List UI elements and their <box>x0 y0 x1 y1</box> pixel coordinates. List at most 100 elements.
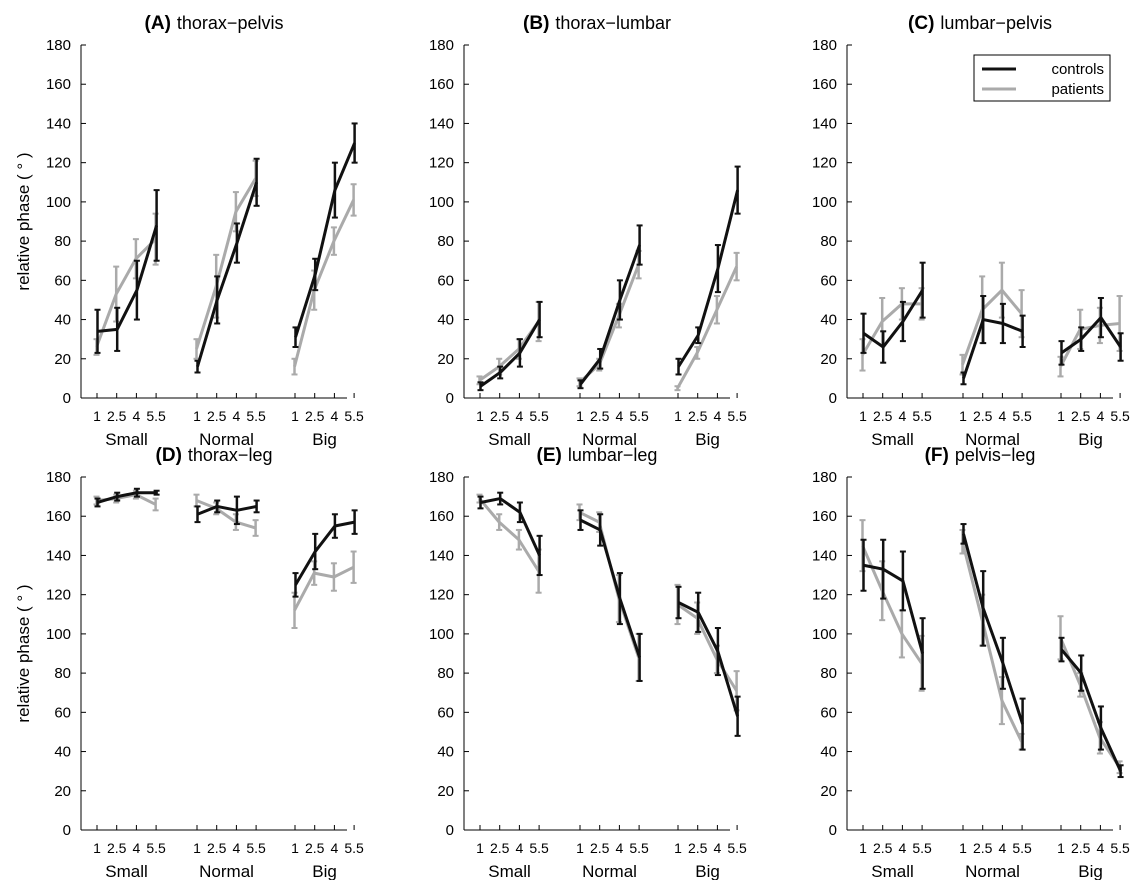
series-line <box>97 224 159 333</box>
x-tick-label: 1 <box>476 840 484 856</box>
group-label: Big <box>312 862 337 880</box>
series-line <box>293 565 355 612</box>
y-tick-label: 120 <box>429 587 454 604</box>
y-tick-label: 40 <box>54 744 71 761</box>
x-tick-label: 4 <box>1097 840 1105 856</box>
panel-letter: (B) <box>523 13 549 34</box>
y-tick-label: 180 <box>429 37 454 54</box>
x-tick-label: 1 <box>291 408 299 424</box>
series-line <box>195 177 257 350</box>
x-tick-label: 5.5 <box>146 408 166 424</box>
y-tick-label: 60 <box>820 704 837 721</box>
x-tick-label: 5.5 <box>912 408 932 424</box>
y-tick-label: 160 <box>429 76 454 93</box>
y-tick-label: 100 <box>429 194 454 211</box>
x-tick-label: 2.5 <box>207 840 227 856</box>
panel-name: lumbar−leg <box>568 445 658 465</box>
x-tick-label: 4 <box>233 408 241 424</box>
y-tick-label: 180 <box>429 469 454 486</box>
group-label: Normal <box>199 862 254 880</box>
x-tick-label: 4 <box>133 840 141 856</box>
x-tick-label: 2.5 <box>590 408 610 424</box>
y-tick-label: 140 <box>812 115 837 132</box>
panel-b: (B) thorax−lumbar 0 20 40 60 80 100 120 140 160 180… <box>429 13 747 449</box>
group-label: Big <box>1078 862 1103 880</box>
y-tick-label: 0 <box>829 390 837 407</box>
x-tick-label: 2.5 <box>207 408 227 424</box>
group-label: Normal <box>965 862 1020 880</box>
x-tick-label: 5.5 <box>1012 840 1032 856</box>
y-tick-label: 80 <box>437 665 454 682</box>
y-tick-label: 100 <box>46 626 71 643</box>
panel-name: thorax−lumbar <box>555 13 671 33</box>
x-tick-label: 5.5 <box>629 840 649 856</box>
x-tick-label: 2.5 <box>305 840 325 856</box>
x-tick-label: 5.5 <box>912 840 932 856</box>
x-tick-label: 1 <box>959 840 967 856</box>
x-tick-label: 4 <box>516 408 524 424</box>
y-tick-label: 100 <box>429 626 454 643</box>
y-tick-label: 0 <box>63 390 71 407</box>
panel-letter: (A) <box>145 13 171 34</box>
panel-title: (B) thorax−lumbar <box>523 13 671 34</box>
group-label: Big <box>695 862 720 880</box>
panel-title: (C) lumbar−pelvis <box>908 13 1052 34</box>
x-tick-label: 2.5 <box>490 408 510 424</box>
series-line <box>861 545 923 665</box>
x-tick-label: 5.5 <box>344 408 364 424</box>
y-tick-label: 20 <box>437 351 454 368</box>
series-line <box>1060 648 1122 772</box>
series-line <box>579 244 642 386</box>
series-patients <box>859 261 1123 378</box>
group-label: Small <box>488 862 531 880</box>
y-tick-label: 20 <box>437 783 454 800</box>
panel-title: (F) pelvis−leg <box>925 445 1036 466</box>
y-tick-label: 180 <box>812 469 837 486</box>
x-tick-label: 1 <box>576 408 584 424</box>
x-tick-label: 4 <box>999 408 1007 424</box>
x-tick-label: 4 <box>899 408 907 424</box>
x-tick-label: 1 <box>959 408 967 424</box>
x-tick-label: 5.5 <box>246 840 266 856</box>
series-line <box>677 601 740 717</box>
series-controls <box>477 491 741 737</box>
series-line <box>196 504 257 516</box>
y-tick-label: 20 <box>820 351 837 368</box>
panel-e: (E) lumbar−leg 0 20 40 60 80 100 120 140 160 180 1 2.… <box>429 445 747 880</box>
y-tick-label: 60 <box>820 272 837 289</box>
legend-box <box>973 54 1111 102</box>
series-line <box>294 142 356 338</box>
y-tick-label: 80 <box>820 233 837 250</box>
legend-label-controls: controls <box>1051 61 1104 78</box>
panel-title: (D) thorax−leg <box>156 445 273 466</box>
group-label: Small <box>871 430 914 449</box>
x-tick-label: 2.5 <box>873 840 893 856</box>
x-tick-label: 5.5 <box>629 408 649 424</box>
x-tick-label: 2.5 <box>973 408 993 424</box>
series-line <box>294 520 355 586</box>
y-tick-label: 140 <box>429 115 454 132</box>
group-label: Small <box>105 862 148 880</box>
series-line <box>479 318 541 388</box>
group-label: Small <box>871 862 914 880</box>
series-line <box>579 518 642 658</box>
panel-letter: (C) <box>908 13 934 34</box>
group-label: Normal <box>582 862 637 880</box>
y-tick-label: 180 <box>46 37 71 54</box>
x-tick-label: 2.5 <box>305 408 325 424</box>
x-tick-label: 4 <box>616 840 624 856</box>
x-tick-label: 5.5 <box>529 408 549 424</box>
y-tick-label: 40 <box>437 744 454 761</box>
panel-title: (E) lumbar−leg <box>537 445 658 466</box>
panel-name: lumbar−pelvis <box>940 13 1052 33</box>
x-tick-label: 5.5 <box>146 840 166 856</box>
x-tick-label: 4 <box>1097 408 1105 424</box>
panel-title: (A) thorax−pelvis <box>145 13 284 34</box>
x-tick-label: 1 <box>476 408 484 424</box>
x-tick-label: 1 <box>193 408 201 424</box>
y-tick-label: 120 <box>46 587 71 604</box>
x-tick-label: 2.5 <box>688 408 708 424</box>
series-line <box>861 302 922 356</box>
y-tick-label: 140 <box>46 115 71 132</box>
